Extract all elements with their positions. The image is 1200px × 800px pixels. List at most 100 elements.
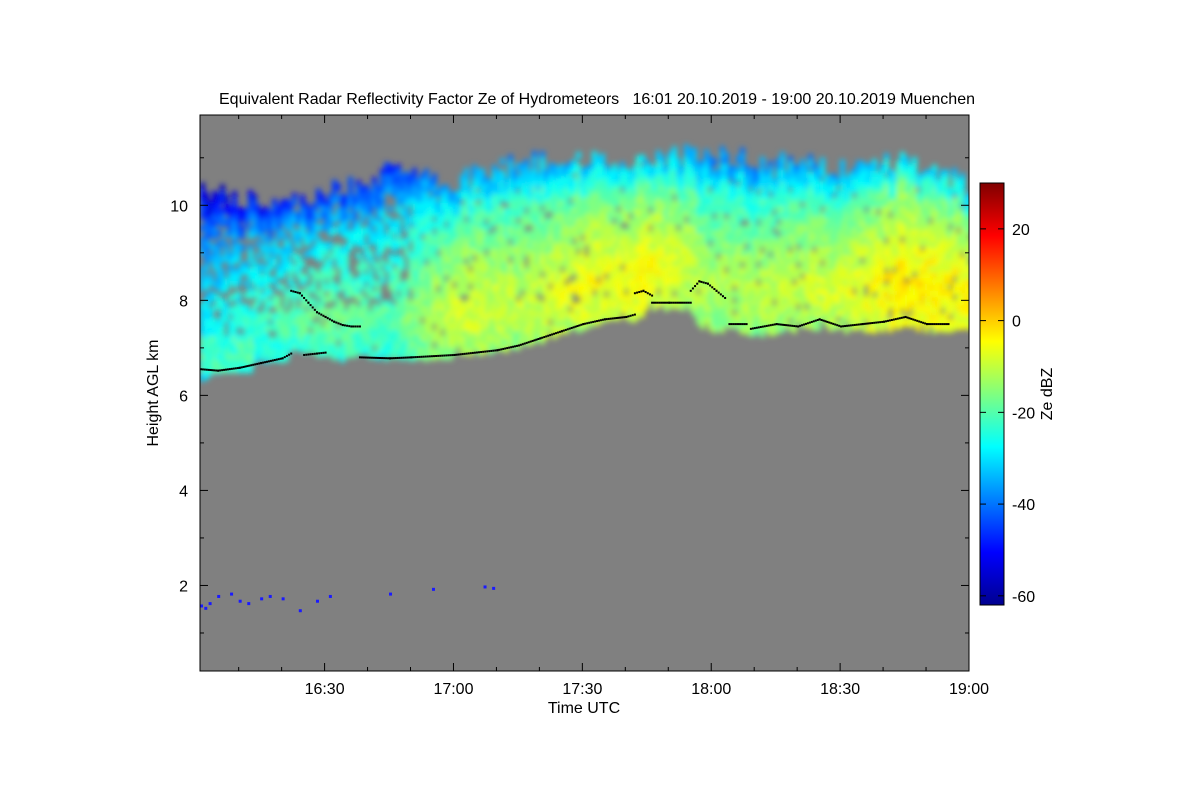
reflectivity-cell <box>660 221 665 229</box>
reflectivity-cell <box>892 320 897 328</box>
reflectivity-cell <box>932 176 937 184</box>
reflectivity-cell <box>804 261 809 269</box>
reflectivity-cell <box>212 208 217 216</box>
reflectivity-cell <box>888 241 893 249</box>
reflectivity-cell <box>384 240 389 248</box>
reflectivity-cell <box>936 222 941 230</box>
reflectivity-cell <box>440 293 445 301</box>
reflectivity-cell <box>728 171 733 179</box>
reflectivity-cell <box>772 238 777 246</box>
reflectivity-cell <box>512 247 517 255</box>
reflectivity-cell <box>356 282 361 290</box>
reflectivity-cell <box>924 175 929 183</box>
reflectivity-cell <box>848 232 853 240</box>
reflectivity-cell <box>224 200 229 208</box>
reflectivity-cell <box>772 196 777 204</box>
reflectivity-cell <box>840 303 845 311</box>
reflectivity-cell <box>704 251 709 259</box>
reflectivity-cell <box>732 254 737 262</box>
reflectivity-cell <box>616 235 621 243</box>
reflectivity-cell <box>864 236 869 244</box>
reflectivity-cell <box>552 253 557 261</box>
reflectivity-cell <box>432 311 437 319</box>
reflectivity-cell <box>664 214 669 222</box>
reflectivity-cell <box>864 200 869 208</box>
reflectivity-cell <box>320 283 325 291</box>
reflectivity-cell <box>940 211 945 219</box>
reflectivity-cell <box>264 308 269 316</box>
reflectivity-cell <box>428 310 433 318</box>
reflectivity-cell <box>916 198 921 206</box>
cloud-base-trace-point <box>234 367 237 370</box>
reflectivity-cell <box>860 299 865 307</box>
reflectivity-cell <box>236 320 241 328</box>
reflectivity-cell <box>376 347 381 355</box>
reflectivity-cell <box>928 289 933 297</box>
reflectivity-cell <box>708 323 713 331</box>
reflectivity-cell <box>344 207 349 215</box>
reflectivity-cell <box>308 230 313 238</box>
reflectivity-cell <box>376 221 381 229</box>
reflectivity-cell <box>760 330 765 338</box>
reflectivity-cell <box>876 280 881 288</box>
reflectivity-cell <box>400 209 405 217</box>
reflectivity-cell <box>936 234 941 242</box>
reflectivity-cell <box>368 226 373 234</box>
reflectivity-cell <box>512 301 517 309</box>
reflectivity-cell <box>768 172 773 180</box>
reflectivity-cell <box>464 341 469 349</box>
reflectivity-cell <box>484 254 489 262</box>
reflectivity-cell <box>376 239 381 247</box>
cloud-base-trace-point <box>267 360 270 363</box>
reflectivity-cell <box>236 359 241 367</box>
reflectivity-cell <box>752 215 757 223</box>
reflectivity-cell <box>748 251 753 259</box>
reflectivity-cell <box>736 275 741 283</box>
reflectivity-cell <box>496 253 501 261</box>
reflectivity-cell <box>276 270 281 278</box>
reflectivity-cell <box>396 344 401 352</box>
reflectivity-cell <box>360 264 365 272</box>
reflectivity-cell <box>412 209 417 217</box>
reflectivity-cell <box>720 236 725 244</box>
reflectivity-cell <box>444 226 449 234</box>
reflectivity-cell <box>536 190 541 198</box>
reflectivity-cell <box>780 247 785 255</box>
reflectivity-cell <box>936 270 941 278</box>
reflectivity-cell <box>380 342 385 350</box>
reflectivity-cell <box>460 276 465 284</box>
reflectivity-cell <box>540 223 545 231</box>
reflectivity-cell <box>740 279 745 287</box>
reflectivity-cell <box>764 325 769 333</box>
reflectivity-cell <box>708 275 713 283</box>
reflectivity-cell <box>936 186 941 194</box>
reflectivity-cell <box>584 232 589 240</box>
reflectivity-cell <box>592 229 597 237</box>
reflectivity-cell <box>952 251 957 259</box>
reflectivity-cell <box>960 208 965 216</box>
reflectivity-cell <box>636 167 641 175</box>
reflectivity-cell <box>244 341 249 349</box>
cloud-base-trace-point <box>273 359 276 362</box>
reflectivity-cell <box>324 206 329 214</box>
reflectivity-cell <box>628 200 633 208</box>
reflectivity-cell <box>604 278 609 286</box>
reflectivity-cell <box>680 304 685 312</box>
reflectivity-cell <box>228 271 233 279</box>
reflectivity-cell <box>272 222 277 230</box>
reflectivity-cell <box>208 314 213 322</box>
reflectivity-cell <box>904 168 909 176</box>
reflectivity-cell <box>804 213 809 221</box>
reflectivity-cell <box>520 193 525 201</box>
cloud-base-trace-point <box>271 359 274 362</box>
reflectivity-cell <box>240 353 245 361</box>
reflectivity-cell <box>212 347 217 355</box>
reflectivity-cell <box>900 158 905 166</box>
reflectivity-cell <box>536 274 541 282</box>
reflectivity-cell <box>252 194 257 202</box>
reflectivity-cell <box>824 313 829 321</box>
reflectivity-cell <box>248 359 253 367</box>
reflectivity-cell <box>652 255 657 263</box>
reflectivity-cell <box>464 233 469 241</box>
reflectivity-cell <box>424 318 429 326</box>
